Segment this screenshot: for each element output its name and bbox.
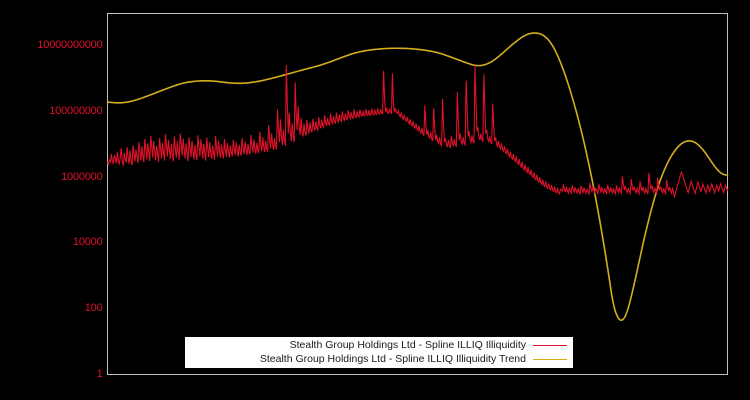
series-line-trend: [106, 32, 729, 322]
y-axis-tick-label: 1: [96, 367, 103, 380]
y-axis-tick-label: 10000000000: [37, 39, 103, 52]
legend-swatch-trend: [533, 359, 567, 360]
legend-entry-trend[interactable]: Stealth Group Holdings Ltd - Spline ILLI…: [185, 353, 573, 367]
y-axis-tick-label: 100000000: [49, 104, 103, 117]
y-axis-tick-label: 100: [84, 301, 103, 314]
series-line-illiquidity: [106, 64, 729, 198]
plot-area-frame: [107, 13, 728, 375]
legend-entry-illiquidity[interactable]: Stealth Group Holdings Ltd - Spline ILLI…: [185, 339, 573, 353]
legend-swatch-illiquidity: [533, 345, 567, 346]
chart-legend[interactable]: Stealth Group Holdings Ltd - Spline ILLI…: [185, 337, 573, 368]
y-axis-tick-label: 10000: [72, 236, 103, 249]
legend-label-illiquidity: Stealth Group Holdings Ltd - Spline ILLI…: [289, 339, 526, 351]
series-layer: [106, 32, 729, 322]
y-axis-tick-label: 1000000: [61, 170, 103, 183]
legend-label-trend: Stealth Group Holdings Ltd - Spline ILLI…: [259, 353, 526, 365]
